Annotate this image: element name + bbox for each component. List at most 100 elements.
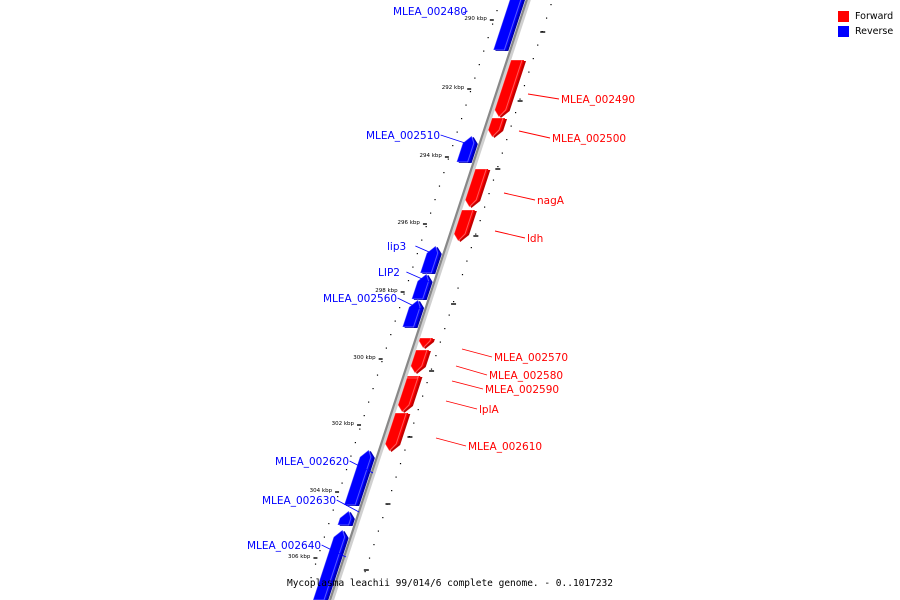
gene-arrow-highlight — [410, 273, 430, 300]
gene-leader-line — [321, 544, 347, 558]
minor-tick — [501, 152, 503, 154]
gene-arrow — [337, 511, 353, 525]
gene-arrow-highlight — [464, 168, 488, 208]
minor-tick — [435, 355, 437, 357]
gene-leader-line — [462, 10, 468, 14]
gene-label: MLEA_002500 — [552, 133, 626, 145]
minor-tick — [469, 91, 472, 93]
minor-tick — [407, 280, 410, 282]
minor-tick — [457, 287, 459, 289]
gene-arrow — [344, 450, 373, 505]
gene-feature-MLEA_002610 — [384, 412, 411, 452]
minor-tick — [461, 274, 464, 276]
gene-label: nagA — [537, 195, 565, 207]
gene-label: MLEA_002580 — [489, 370, 563, 382]
gene-feature-MLEA_002500 — [487, 117, 508, 138]
minor-tick — [319, 550, 321, 552]
minor-tick — [470, 247, 472, 249]
minor-tick — [341, 482, 343, 484]
reverse-swatch-icon — [838, 26, 849, 37]
minor-tick — [497, 166, 499, 168]
minor-tick — [438, 185, 441, 187]
minor-tick — [434, 199, 436, 201]
minor-tick — [328, 523, 330, 525]
gene-leader-line — [397, 297, 423, 311]
legend: Forward Reverse — [838, 9, 893, 39]
gene-arrow-highlight — [397, 377, 419, 413]
tick-label: 296 kbp — [398, 220, 421, 226]
minor-tick — [413, 422, 415, 424]
tick-label: 302 kbp — [332, 421, 355, 427]
minor-tick — [403, 293, 405, 295]
gene-arrow — [397, 378, 420, 412]
forward-swatch-icon — [838, 11, 849, 22]
gene-leader-line — [451, 380, 484, 390]
gene-arrow — [313, 530, 347, 600]
gene-leader-line — [461, 348, 493, 358]
legend-label-forward: Forward — [855, 11, 894, 22]
minor-tick — [478, 64, 480, 66]
gene-leader-line — [406, 271, 430, 283]
minor-tick — [484, 206, 486, 208]
minor-tick — [453, 301, 455, 303]
minor-tick — [425, 226, 427, 228]
minor-tick — [491, 23, 494, 25]
minor-tick — [426, 382, 428, 384]
gene-arrow-highlight — [492, 0, 522, 51]
minor-tick — [354, 442, 356, 444]
minor-tick — [474, 77, 476, 79]
tick-label: 290 kbp — [464, 16, 487, 22]
minor-tick — [399, 463, 402, 465]
gene-arrow — [410, 350, 429, 373]
legend-item-reverse: Reverse — [838, 24, 893, 39]
gene-label: MLEA_002610 — [468, 441, 542, 453]
gene-label: MLEA_002570 — [494, 352, 568, 364]
gene-feature-MLEA_002620 — [343, 449, 375, 506]
minor-tick — [376, 374, 379, 376]
gene-feature-MLEA_002560 — [401, 299, 425, 328]
minor-tick — [323, 536, 325, 538]
minor-tick — [515, 112, 517, 114]
minor-tick — [382, 517, 384, 519]
minor-tick — [479, 220, 481, 222]
gene-arrow-highlight — [487, 117, 504, 138]
minor-tick — [381, 361, 383, 363]
gene-label: MLEA_002490 — [561, 94, 635, 106]
minor-tick — [532, 58, 534, 60]
minor-tick — [373, 544, 375, 546]
gene-leader-line — [503, 192, 536, 201]
minor-tick — [390, 334, 392, 336]
gene-arrow-highlight — [494, 59, 523, 118]
minor-tick — [404, 449, 406, 451]
minor-tick — [310, 577, 312, 579]
gene-arrow — [418, 338, 433, 348]
minor-tick — [372, 388, 374, 390]
minor-tick — [447, 158, 449, 160]
tick-label: 306 kbp — [288, 554, 311, 560]
gene-arrow-highlight — [384, 412, 408, 452]
major-ticks: 290 kbp 292 kbp 294 kbp 296 kbp 298 kbp 300 k… — [288, 16, 546, 571]
gene-arrow — [454, 210, 475, 241]
minor-tick — [377, 530, 379, 532]
gene-arrow — [456, 136, 476, 162]
minor-tick — [448, 314, 450, 316]
minor-tick — [444, 328, 446, 330]
gene-leader-line — [415, 245, 437, 256]
minor-tick — [399, 307, 401, 309]
gene-label: lplA — [479, 404, 499, 416]
minor-tick — [422, 395, 424, 397]
tick-label: 294 kbp — [419, 153, 442, 159]
gene-feature-lip3 — [419, 245, 442, 274]
genome-backbone — [328, 0, 531, 600]
gene-feature-MLEA_002580 — [410, 349, 431, 374]
gene-feature-MLEA_002510 — [455, 135, 478, 163]
gene-arrow-highlight — [455, 135, 475, 163]
minor-tick — [443, 172, 445, 174]
gene-arrow-highlight — [418, 337, 432, 349]
minor-tick — [545, 17, 548, 19]
minor-tick — [314, 563, 317, 565]
minor-tick — [465, 104, 467, 106]
minor-tick — [385, 347, 387, 349]
gene-leader-line — [445, 400, 478, 410]
gene-arrow-highlight — [312, 529, 346, 600]
